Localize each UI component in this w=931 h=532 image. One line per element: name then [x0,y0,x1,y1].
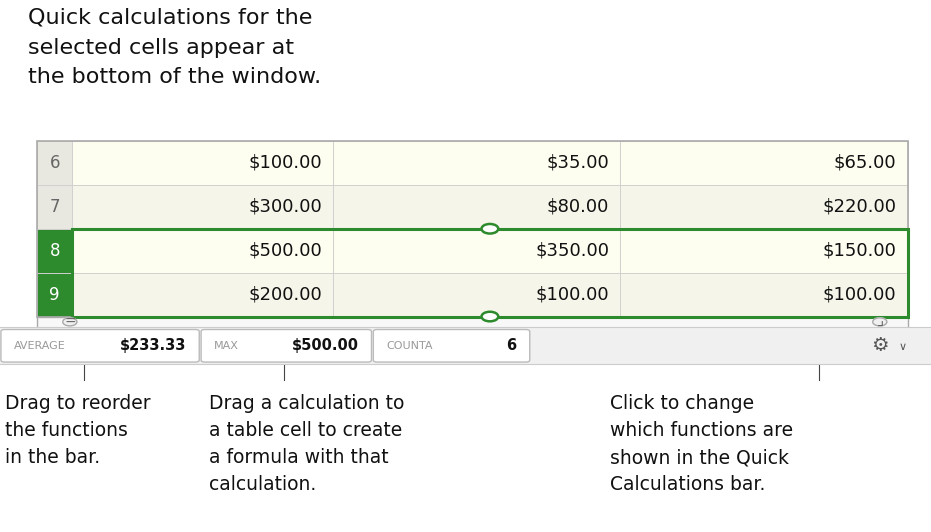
Text: $150.00: $150.00 [823,242,897,260]
Bar [333,229,620,272]
Bar [333,185,620,229]
Bar [620,141,908,185]
Bar [37,185,72,229]
Bar [620,229,908,272]
Bar [620,185,908,229]
Text: 6: 6 [49,154,60,172]
Circle shape [872,318,887,326]
Text: Drag a calculation to
a table cell to create
a formula with that
calculation.: Drag a calculation to a table cell to cr… [209,394,405,494]
Text: Drag to reorder
the functions
in the bar.: Drag to reorder the functions in the bar… [5,394,150,467]
Text: 9: 9 [49,286,60,304]
Bar [37,317,908,327]
Text: $100.00: $100.00 [823,286,897,304]
Text: 8: 8 [49,242,60,260]
Bar [333,141,620,185]
Bar [37,141,72,185]
Text: ⚙: ⚙ [871,336,888,355]
FancyBboxPatch shape [201,329,371,362]
Circle shape [481,312,498,321]
Text: $35.00: $35.00 [546,154,609,172]
Text: ∨: ∨ [899,342,907,352]
Text: $233.33: $233.33 [120,338,186,353]
Bar [72,272,333,317]
Text: =: = [64,315,75,329]
FancyBboxPatch shape [1,329,199,362]
Circle shape [62,318,77,326]
Circle shape [481,224,498,234]
Text: 7: 7 [49,198,60,216]
Bar [37,272,72,317]
Bar [0,327,931,364]
Text: AVERAGE: AVERAGE [14,341,66,351]
Text: ⌟: ⌟ [876,314,884,329]
Text: $220.00: $220.00 [823,198,897,216]
Bar [37,229,72,272]
Text: $100.00: $100.00 [249,154,322,172]
Bar [620,272,908,317]
Text: $100.00: $100.00 [535,286,609,304]
Bar [72,229,908,317]
Text: $500.00: $500.00 [291,338,358,353]
FancyBboxPatch shape [373,329,530,362]
Text: Quick calculations for the
selected cells appear at
the bottom of the window.: Quick calculations for the selected cell… [28,8,321,87]
Text: $80.00: $80.00 [546,198,609,216]
Bar [37,141,908,317]
Text: COUNTA: COUNTA [386,341,433,351]
Text: MAX: MAX [214,341,239,351]
Text: Click to change
which functions are
shown in the Quick
Calculations bar.: Click to change which functions are show… [610,394,793,494]
Text: 6: 6 [506,338,517,353]
Bar [72,141,333,185]
Text: $200.00: $200.00 [249,286,322,304]
Bar [72,185,333,229]
Text: $300.00: $300.00 [249,198,322,216]
Bar [333,272,620,317]
Bar [72,229,333,272]
Text: $500.00: $500.00 [249,242,322,260]
Text: $350.00: $350.00 [535,242,609,260]
Text: $65.00: $65.00 [834,154,897,172]
